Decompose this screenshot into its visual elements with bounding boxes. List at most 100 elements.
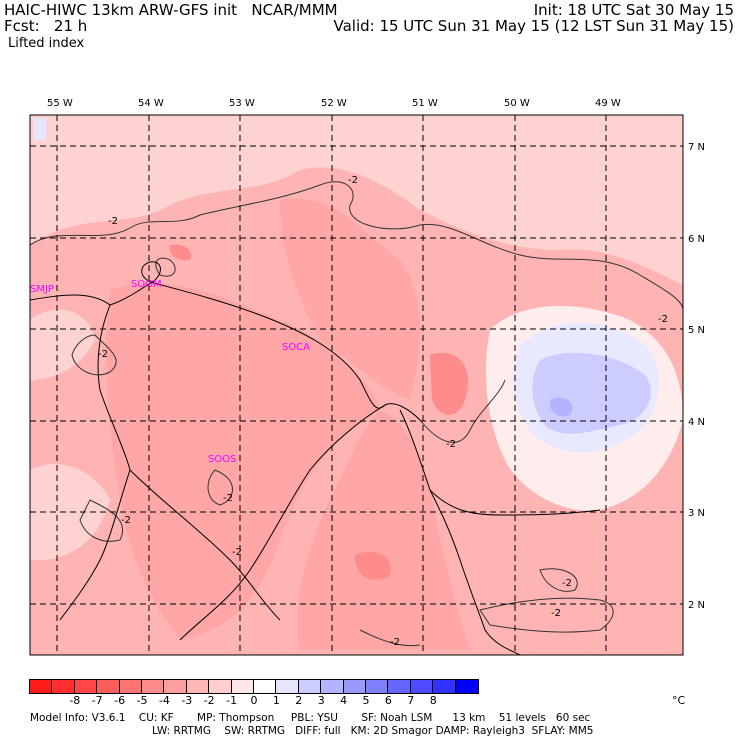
core-1 (430, 352, 469, 415)
valid-time: Valid: 15 UTC Sun 31 May 15 (12 LST Sun … (333, 17, 734, 35)
coast-amapa (429, 489, 601, 516)
coastlines (29, 261, 601, 656)
colorbar-cell (185, 679, 211, 694)
colorbar-tick-label: 8 (429, 694, 437, 707)
footer-line-2: LW: RRTMG SW: RRTMG DIFF: full KM: 2D Sm… (152, 725, 594, 737)
border-suriname-french (179, 404, 386, 641)
contour-small-3 (207, 469, 233, 506)
stable-corner (34, 118, 46, 140)
colorbar-cell (163, 679, 188, 694)
colorbar-cell (432, 679, 457, 694)
colorbar-tick-label: -4 (158, 694, 170, 707)
contour-south-east (479, 597, 614, 633)
band-coast (280, 198, 420, 400)
colorbar-cell (364, 679, 390, 694)
contour-label: -2 (108, 216, 118, 227)
colorbar-cell (320, 679, 345, 694)
colorbar-cell (342, 679, 368, 694)
contours (29, 181, 684, 647)
light-patch-2 (30, 309, 95, 380)
colorbar-unit: °C (672, 694, 686, 707)
colorbar-cell (297, 679, 323, 694)
lon-label: 53 W (229, 98, 255, 109)
graticule (30, 115, 683, 655)
contour-label: -2 (98, 349, 108, 360)
lat-label: 4 N (688, 417, 705, 428)
lon-label: 49 W (595, 98, 621, 109)
lon-label: 52 W (321, 98, 347, 109)
lon-label: 54 W (138, 98, 164, 109)
lat-label: 7 N (688, 142, 705, 153)
coast-french-guiana (109, 261, 421, 421)
colorbar-tick-label: 5 (362, 694, 370, 707)
border-brazil (399, 409, 521, 656)
lat-label: 5 N (688, 325, 705, 336)
contour-label: -2 (223, 493, 233, 504)
colorbar-cell (409, 679, 435, 694)
contour-label: -2 (390, 637, 400, 648)
colorbar-tick-label: 2 (295, 694, 303, 707)
colorbar-cell (51, 679, 76, 694)
colorbar-tick-label: 7 (407, 694, 415, 707)
core-2 (355, 551, 391, 580)
colorbar-cell (28, 679, 54, 694)
colorbar-tick-label: 1 (272, 694, 280, 707)
colorbar-cell (73, 679, 99, 694)
colorbar-cell (118, 679, 144, 694)
contour-label: -2 (551, 608, 561, 619)
lat-label: 6 N (688, 234, 705, 245)
colorbar-cell (387, 679, 412, 694)
contour-label: -2 (232, 547, 242, 558)
core-3 (169, 244, 192, 261)
shaded-fields (30, 118, 683, 656)
band-south (297, 410, 470, 650)
colorbar-cell (96, 679, 121, 694)
contour-label: -2 (658, 314, 668, 325)
colorbar-cell (140, 679, 166, 694)
forecast-hour: Fcst: 21 h (4, 17, 88, 35)
colorbar-cell (208, 679, 233, 694)
station-label: SOGM (131, 279, 162, 290)
band-land (105, 283, 381, 640)
contour-label: -2 (562, 578, 572, 589)
border-inland (129, 469, 281, 621)
station-label: SOCA (282, 342, 310, 353)
lon-label: 55 W (47, 98, 73, 109)
colorbar-tick-label: 3 (317, 694, 325, 707)
lat-label: 2 N (688, 600, 705, 611)
contour-small-1 (71, 334, 117, 376)
colorbar-tick-label: -7 (91, 694, 103, 707)
colorbar-cell (454, 679, 480, 694)
colorbar-tick-label: 0 (250, 694, 258, 707)
map-frame (29, 114, 684, 656)
colorbar-cell (275, 679, 300, 694)
lon-label: 51 W (412, 98, 438, 109)
contour-east (419, 379, 506, 443)
field-label: Lifted index (8, 36, 85, 51)
colorbar-cell (230, 679, 256, 694)
contour-label: -2 (121, 515, 131, 526)
contour-small-2 (155, 257, 176, 277)
lon-label: 50 W (504, 98, 530, 109)
colorbar-cell (252, 679, 278, 694)
colorbar-tick-label: -5 (136, 694, 148, 707)
contour-small-5 (539, 568, 578, 592)
station-label: SMJP (30, 284, 54, 295)
footer-line-1: Model Info: V3.6.1 CU: KF MP: Thompson P… (30, 712, 591, 724)
colorbar-tick-label: 6 (384, 694, 392, 707)
contour-label: -2 (446, 439, 456, 450)
border-suriname-west (29, 294, 131, 621)
colorbar-tick-label: -6 (114, 694, 126, 707)
colorbar-tick-label: 4 (340, 694, 348, 707)
station-label: SOOS (208, 454, 236, 465)
colorbar-tick-label: -8 (69, 694, 81, 707)
contour-south (359, 629, 421, 647)
init-time: Init: 18 UTC Sat 30 May 15 (533, 1, 734, 19)
model-title: HAIC-HIWC 13km ARW-GFS init NCAR/MMM (4, 1, 338, 19)
colorbar-tick-label: -1 (226, 694, 238, 707)
lat-label: 3 N (688, 508, 705, 519)
contour-north (29, 181, 684, 311)
contour-small-4 (79, 499, 124, 542)
stable-max (549, 397, 573, 417)
